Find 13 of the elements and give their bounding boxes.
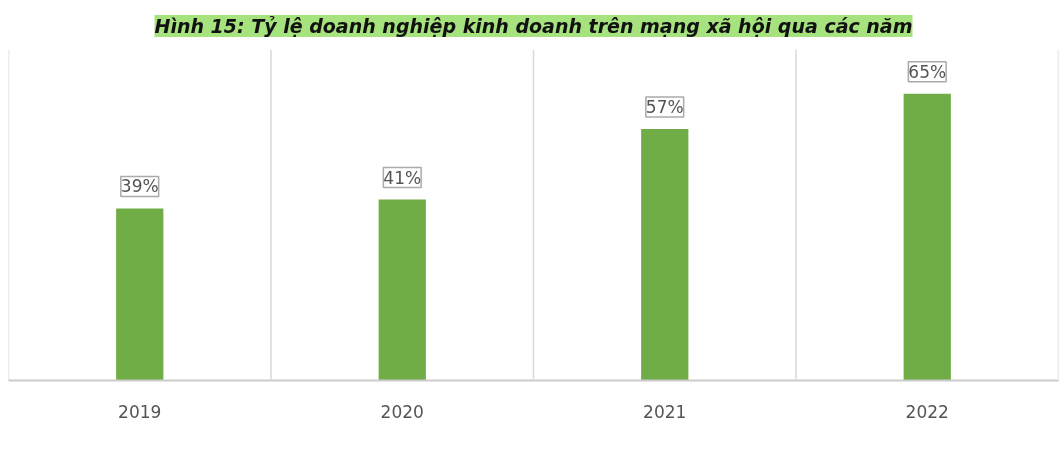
bar [903, 93, 951, 381]
data-label: 39% [120, 176, 159, 197]
data-label: 65% [908, 61, 947, 82]
x-tick-label: 2020 [380, 401, 424, 422]
bar [378, 199, 426, 381]
chart-title: Hình 15: Tỷ lệ doanh nghiệp kinh doanh trên mạng xã hội qua các năm [154, 15, 913, 37]
data-label: 41% [383, 167, 422, 188]
x-tick-label: 2022 [905, 401, 949, 422]
x-tick-label: 2019 [118, 401, 162, 422]
bar [116, 208, 164, 381]
bar [641, 128, 689, 381]
x-tick-label: 2021 [643, 401, 687, 422]
data-label: 57% [645, 96, 684, 117]
